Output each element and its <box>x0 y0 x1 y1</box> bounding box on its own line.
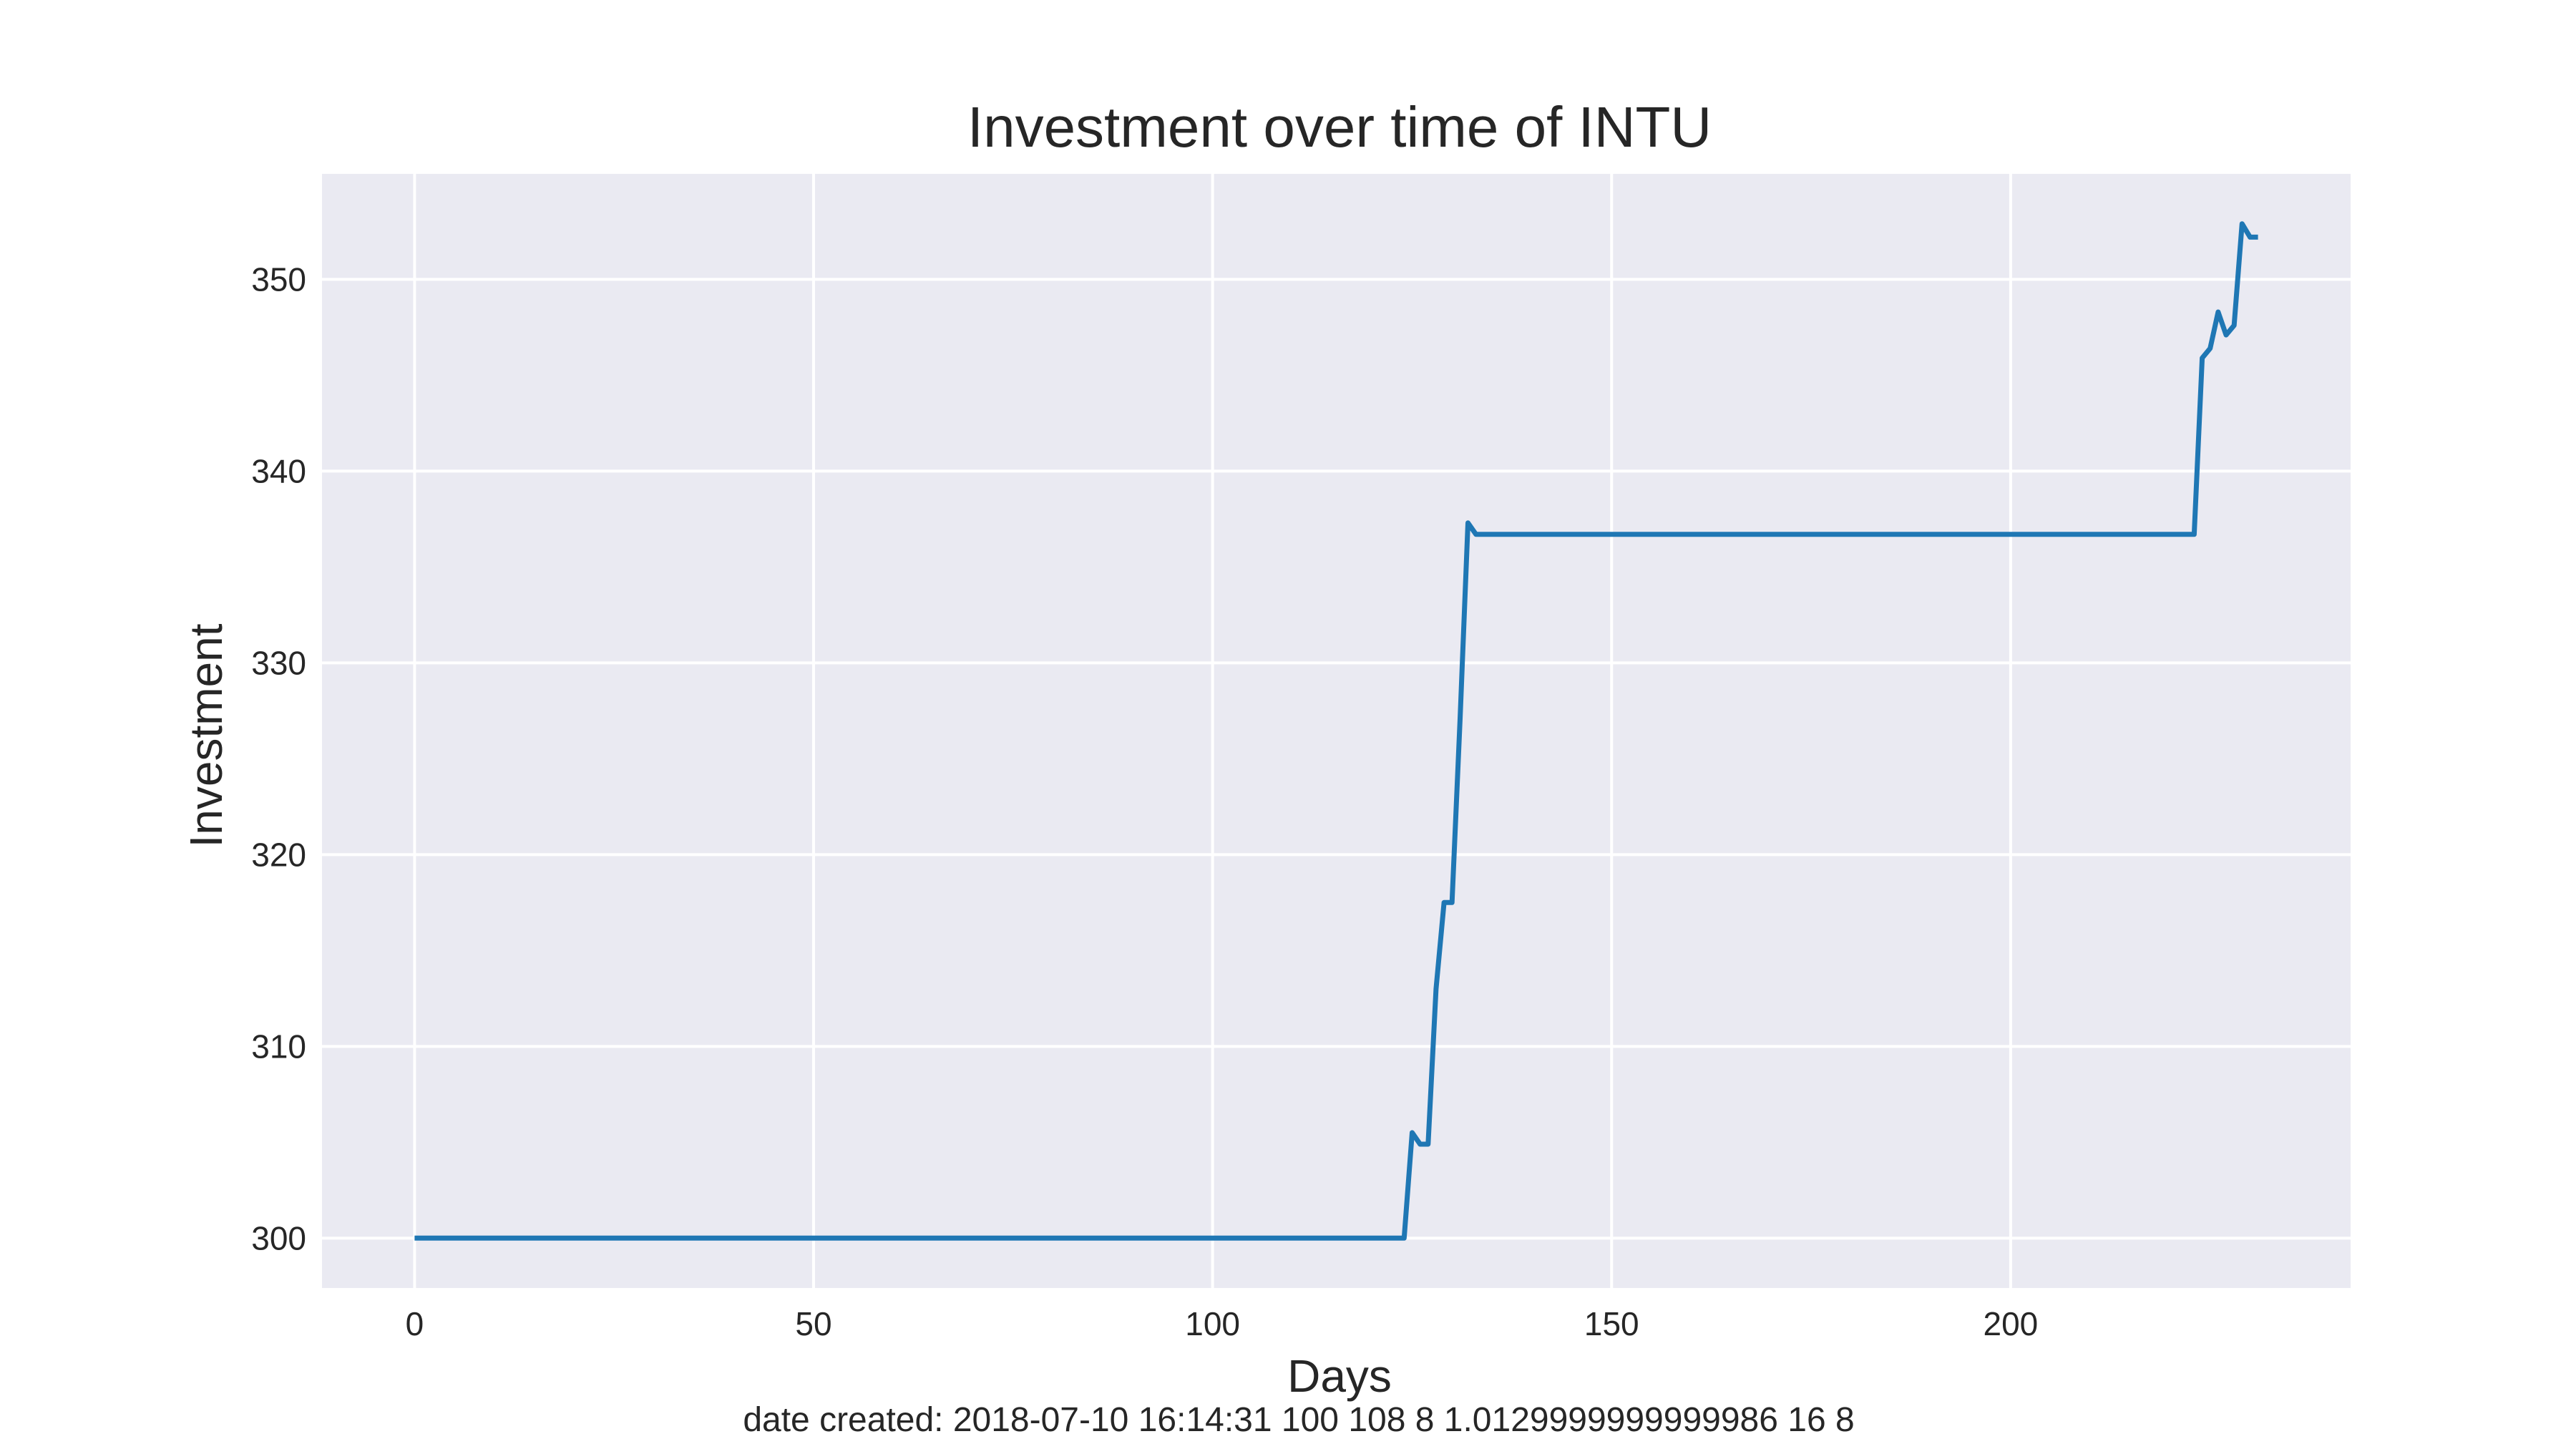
y-tick-label: 310 <box>251 1028 306 1065</box>
y-tick-label: 330 <box>251 644 306 681</box>
x-tick-label: 100 <box>1185 1305 1240 1342</box>
x-tick-labels: 0 50 100 150 200 <box>406 1305 2039 1342</box>
plot-background <box>322 174 2351 1288</box>
x-axis-label: Days <box>1287 1350 1392 1402</box>
y-tick-label: 300 <box>251 1219 306 1257</box>
x-tick-label: 150 <box>1584 1305 1639 1342</box>
x-tick-label: 0 <box>406 1305 424 1342</box>
series-line-0 <box>414 221 2258 1241</box>
y-axis-label: Investment <box>180 623 232 847</box>
y-tick-label: 340 <box>251 452 306 489</box>
date-created-caption: date created: 2018-07-10 16:14:31 100 10… <box>743 1401 1854 1439</box>
y-tick-label: 350 <box>251 260 306 298</box>
chart-title: Investment over time of INTU <box>967 95 1712 159</box>
y-tick-label: 320 <box>251 836 306 873</box>
y-tick-labels: 300 310 320 330 340 350 <box>251 260 306 1257</box>
x-tick-label: 200 <box>1984 1305 2039 1342</box>
x-tick-label: 50 <box>795 1305 831 1342</box>
series-layer <box>414 221 2258 1241</box>
